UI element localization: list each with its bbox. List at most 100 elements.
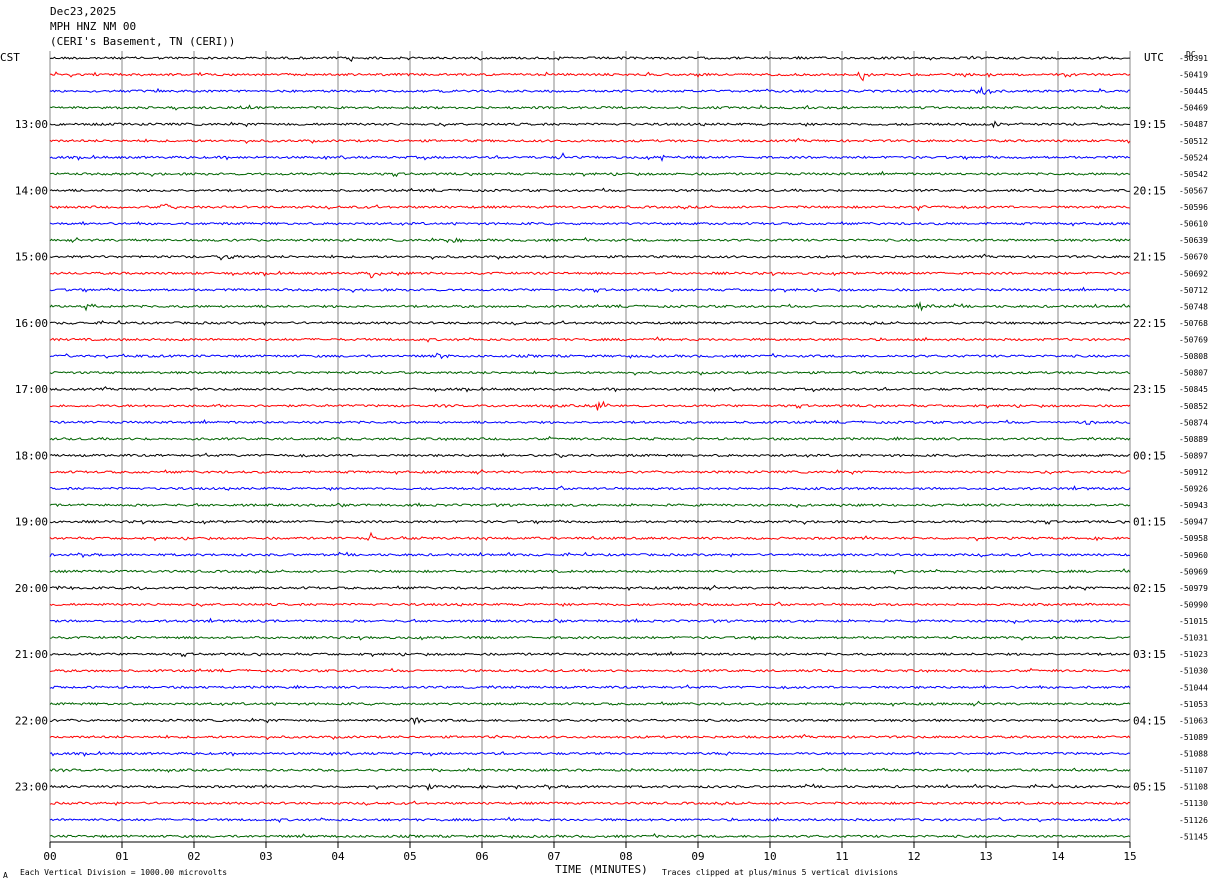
right-hour-labels: 19:15 20:15 21:15 22:15 23:15 00:15 01:15 02:15… [1133, 118, 1166, 793]
dc-offset-label: -51108 [1179, 783, 1208, 792]
x-tick-label-09: 09 [691, 850, 704, 863]
dc-offset-label: -50445 [1179, 87, 1208, 96]
x-tick-label-14: 14 [1051, 850, 1065, 863]
trace-line-22 [49, 400, 1131, 411]
dc-offset-label: -50487 [1179, 120, 1208, 129]
left-timezone-label: CST [0, 51, 20, 64]
dc-offset-label: -51107 [1179, 766, 1208, 775]
dc-offset-label: -50960 [1179, 551, 1208, 560]
dc-offset-label: -51089 [1179, 733, 1208, 742]
trace-line-9 [49, 187, 1131, 193]
left-hour-label: 23:00 [15, 781, 48, 794]
dc-offset-label: -50712 [1179, 286, 1208, 295]
dc-offset-label: -51145 [1179, 832, 1208, 841]
x-tick-label-01: 01 [115, 850, 128, 863]
dc-offset-label: -50889 [1179, 435, 1208, 444]
dc-offset-label: -50567 [1179, 186, 1208, 195]
trace-line-1 [49, 55, 1131, 62]
dc-offset-label: -51130 [1179, 799, 1208, 808]
trace-line-18 [49, 336, 1131, 343]
dc-offset-label: -50947 [1179, 518, 1208, 527]
trace-line-41 [49, 717, 1131, 726]
trace-line-37 [49, 650, 1131, 658]
trace-line-3 [49, 85, 1131, 95]
dc-label: DC [1186, 50, 1196, 59]
footer-clip-note: Traces clipped at plus/minus 5 vertical … [662, 868, 898, 877]
trace-line-46 [49, 800, 1131, 807]
trace-line-10 [49, 203, 1131, 212]
x-tick-label-05: 05 [403, 850, 416, 863]
dc-offset-label: -50596 [1179, 203, 1208, 212]
seismic-traces [49, 55, 1131, 840]
dc-offset-label: -50512 [1179, 137, 1208, 146]
trace-line-39 [49, 684, 1131, 690]
dc-offset-label: -50926 [1179, 485, 1208, 494]
time-grid [49, 51, 1131, 842]
dc-offset-label: -50768 [1179, 319, 1208, 328]
dc-offset-label: -50897 [1179, 451, 1208, 460]
x-tick-label-07: 07 [547, 850, 560, 863]
trace-line-7 [49, 152, 1131, 163]
dc-offset-label: -50748 [1179, 302, 1208, 311]
dc-offset-label: -50958 [1179, 534, 1208, 543]
trace-line-15 [49, 286, 1131, 294]
right-hour-label: 02:15 [1133, 582, 1166, 595]
trace-line-27 [49, 485, 1131, 492]
footer-mark: A [3, 871, 8, 880]
dc-offset-label: -50912 [1179, 468, 1208, 477]
x-tick-label-02: 02 [187, 850, 200, 863]
x-tick-label-15: 15 [1123, 850, 1136, 863]
trace-line-17 [49, 319, 1131, 326]
dc-offset-label: -51023 [1179, 650, 1208, 659]
trace-line-26 [49, 468, 1131, 476]
dc-offset-label: -50524 [1179, 153, 1208, 162]
dc-offset-label: -50969 [1179, 567, 1208, 576]
dc-offset-label: -51053 [1179, 700, 1208, 709]
dc-offset-label: -50542 [1179, 170, 1208, 179]
footer-scale-note: Each Vertical Division = 1000.00 microvo… [20, 868, 227, 877]
dc-offset-label: -51031 [1179, 634, 1208, 643]
dc-offset-label: -50808 [1179, 352, 1208, 361]
trace-line-16 [49, 300, 1131, 312]
trace-line-34 [49, 601, 1131, 608]
trace-line-47 [49, 816, 1131, 824]
x-tick-label-11: 11 [835, 850, 848, 863]
left-hour-labels: 13:00 14:00 15:00 16:00 17:00 18:00 19:00 20:00… [15, 118, 48, 793]
right-hour-label: 03:15 [1133, 648, 1166, 661]
trace-line-23 [49, 418, 1131, 426]
dc-offset-label: -51015 [1179, 617, 1208, 626]
dc-offset-labels: -50391 -50419 -50445 -50469 -50487 -50512 -505… [1179, 54, 1208, 841]
dc-offset-label: -50874 [1179, 418, 1208, 427]
right-hour-label: 01:15 [1133, 516, 1166, 529]
right-hour-label: 20:15 [1133, 184, 1166, 197]
trace-line-45 [49, 783, 1131, 792]
x-axis-title: TIME (MINUTES) [555, 863, 648, 876]
trace-line-30 [49, 531, 1131, 542]
trace-line-35 [49, 617, 1131, 625]
dc-offset-label: -50610 [1179, 220, 1208, 229]
right-hour-label: 05:15 [1133, 781, 1166, 794]
trace-line-44 [49, 767, 1131, 774]
trace-line-31 [49, 551, 1131, 559]
dc-offset-label: -50979 [1179, 584, 1208, 593]
dc-offset-label: -50769 [1179, 336, 1208, 345]
left-hour-label: 20:00 [15, 582, 48, 595]
left-hour-label: 18:00 [15, 449, 48, 462]
right-hour-label: 04:15 [1133, 714, 1166, 727]
left-hour-label: 22:00 [15, 714, 48, 727]
x-tick-label-13: 13 [979, 850, 992, 863]
trace-line-5 [49, 120, 1131, 129]
dc-offset-label: -50469 [1179, 104, 1208, 113]
right-hour-label: 23:15 [1133, 383, 1166, 396]
trace-line-28 [49, 502, 1131, 509]
trace-line-6 [49, 137, 1131, 144]
trace-line-4 [49, 104, 1131, 111]
trace-line-2 [49, 71, 1131, 82]
dc-offset-label: -50670 [1179, 253, 1208, 262]
left-hour-label: 16:00 [15, 317, 48, 330]
dc-offset-label: -50807 [1179, 369, 1208, 378]
left-hour-label: 15:00 [15, 251, 48, 264]
trace-line-11 [49, 220, 1131, 227]
trace-line-12 [49, 236, 1131, 244]
